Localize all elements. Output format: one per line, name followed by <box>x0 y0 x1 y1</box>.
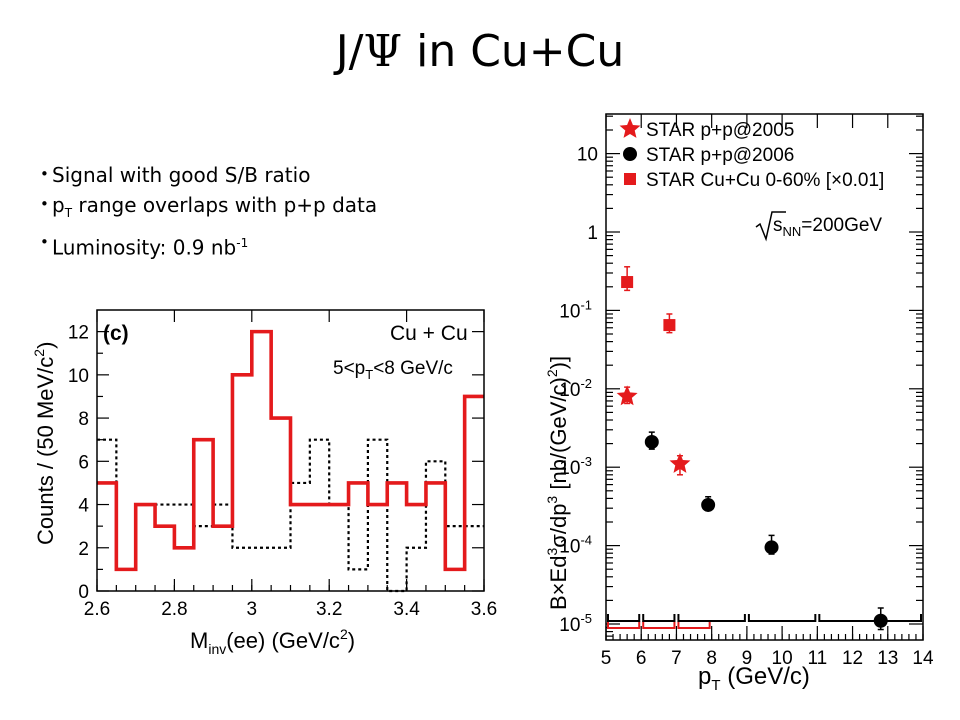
y-tick-label: 10 <box>577 145 598 166</box>
y-tick-label: 10-3 <box>559 454 592 479</box>
y-axis-label: B×Ed3σ/dp3 [nb/(GeV/c)2)] <box>544 356 571 610</box>
x-tick-label: 2.8 <box>161 599 187 620</box>
y-tick-label: 10-1 <box>559 297 592 322</box>
title-psi-symbol: Ψ <box>363 26 403 77</box>
y-tick-label: 4 <box>78 496 89 517</box>
legend-circle-marker <box>623 147 637 161</box>
background-histogram-line <box>97 438 484 593</box>
x-tick-label: 12 <box>842 648 863 669</box>
x-tick-label: 3.6 <box>471 599 497 620</box>
y-tick-label: 10-5 <box>559 611 592 636</box>
legend-entry-cucu: STAR Cu+Cu 0-60% [×0.01] <box>646 170 884 191</box>
y-tick-label: 10-2 <box>559 376 592 401</box>
bullet-text: p <box>52 193 65 217</box>
bin-bracket <box>607 614 641 622</box>
x-axis-label: pT (GeV/c) <box>698 663 810 694</box>
x-tick-label: 2.6 <box>84 599 110 620</box>
y-tick-label: 2 <box>78 539 89 560</box>
page-title: J/Ψ in Cu+Cu <box>0 26 960 77</box>
legend: STAR p+p@2005 STAR p+p@2006 STAR Cu+Cu 0… <box>619 118 884 191</box>
data-points <box>616 266 888 631</box>
bullet-superscript: -1 <box>236 236 249 250</box>
system-label: Cu + Cu <box>390 322 468 345</box>
y-tick-label: 8 <box>78 409 89 430</box>
legend-entry-pp2005: STAR p+p@2005 <box>646 120 794 141</box>
y-tick-label: 1 <box>587 223 598 244</box>
plot-frame <box>605 113 924 641</box>
legend-square-marker <box>624 173 636 185</box>
x-tick-label: 8 <box>706 648 717 669</box>
svg-text:sNN=200GeV: sNN=200GeV <box>773 215 882 239</box>
x-tick-label: 9 <box>742 648 753 669</box>
y-axis-ticks: 10-5 10-4 10-3 10-2 10-1 1 10 <box>559 115 923 637</box>
y-tick-label: 10 <box>68 366 89 387</box>
x-tick-label: 3.4 <box>393 599 420 620</box>
y-tick-label: 6 <box>78 452 89 473</box>
circle-marker <box>644 434 659 449</box>
cut-label: 5<pT<8 GeV/c <box>333 358 453 382</box>
title-text-suffix: in Cu+Cu <box>402 26 625 77</box>
histogram-series <box>97 329 484 593</box>
bin-bracket <box>677 614 746 622</box>
star-marker <box>616 385 638 406</box>
y-axis-label: Counts / (50 MeV/c2) <box>31 342 58 545</box>
bullet-text: Luminosity: 0.9 nb <box>52 235 237 260</box>
bin-bracket <box>818 614 922 622</box>
bullet-item: pT range overlaps with p+p data <box>40 189 378 228</box>
legend-entry-pp2006: STAR p+p@2006 <box>646 145 794 166</box>
legend-star-marker <box>619 118 641 138</box>
x-axis-ticks: 2.6 2.8 3 3.2 3.4 3.6 <box>84 310 497 620</box>
bullet-text: Signal with good S/B ratio <box>52 163 311 187</box>
circle-marker <box>701 497 716 512</box>
x-tick-label: 7 <box>671 648 682 669</box>
mass-histogram-chart: 2.6 2.8 3 3.2 3.4 3.6 0 2 4 6 8 10 12 (c) Cu + Cu 5… <box>31 309 497 657</box>
x-tick-label: 3.2 <box>316 599 342 620</box>
legend-markers <box>619 118 641 185</box>
bullet-subscript: T <box>64 206 73 220</box>
x-axis-label: Minv(ee) (GeV/c2) <box>190 626 355 657</box>
bullet-list: Signal with good S/B ratio pT range over… <box>40 159 378 263</box>
bullet-item: Signal with good S/B ratio <box>40 159 377 190</box>
circle-marker <box>873 613 888 628</box>
x-tick-label: 13 <box>877 648 898 669</box>
bin-bracket <box>747 614 817 622</box>
sqrt-sign <box>755 211 786 242</box>
bin-bracket <box>642 621 676 629</box>
bin-bracket <box>607 621 641 629</box>
bullet-text: range overlaps with p+p data <box>72 193 378 217</box>
cross-section-chart: 5 6 7 8 9 10 11 12 13 14 10-510-410-310-210-1110 … <box>544 113 934 694</box>
bin-width-brackets <box>607 614 922 629</box>
bin-bracket <box>677 621 711 629</box>
bullet-item: Luminosity: 0.9 nb-1 <box>40 227 377 263</box>
star-marker <box>669 452 691 473</box>
energy-label: sNN=200GeV <box>755 211 882 242</box>
x-tick-label: 14 <box>912 648 934 669</box>
x-tick-label: 11 <box>807 648 827 669</box>
x-tick-label: 6 <box>636 648 647 669</box>
y-tick-label: 10-4 <box>559 533 592 558</box>
y-axis-ticks: 0 2 4 6 8 10 12 <box>68 323 484 603</box>
y-tick-label: 0 <box>78 582 89 603</box>
bin-bracket <box>642 614 676 622</box>
square-marker <box>663 319 676 332</box>
x-tick-label: 3 <box>247 599 258 620</box>
y-tick-label: 12 <box>68 323 89 344</box>
x-tick-label: 5 <box>601 648 612 669</box>
panel-label: (c) <box>103 322 129 345</box>
square-marker <box>621 276 634 289</box>
x-tick-label: 10 <box>772 648 793 669</box>
circle-marker <box>764 540 779 555</box>
signal-histogram-line <box>97 329 484 572</box>
title-text: J/ <box>335 26 364 77</box>
plot-frame <box>96 309 485 592</box>
x-axis-ticks: 5 6 7 8 9 10 11 12 13 14 <box>601 114 934 669</box>
